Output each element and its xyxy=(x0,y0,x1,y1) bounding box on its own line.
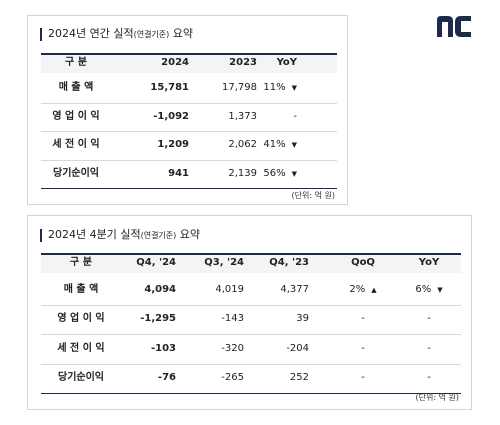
table-cell: 1,373 xyxy=(228,110,257,122)
table-cell: 1,209 xyxy=(157,139,189,151)
row-divider xyxy=(41,334,461,335)
table-cell: 41% ▼ xyxy=(263,138,297,152)
trend-arrow: ▼ xyxy=(291,141,297,150)
table-cell: 17,798 xyxy=(222,82,257,94)
section-title: 2024년 4분기 실적(연결기준) 요약 xyxy=(40,229,200,242)
header-cell: 구 분 xyxy=(70,257,92,268)
table-cell: 56% ▼ xyxy=(263,167,297,181)
table-cell: 4,094 xyxy=(144,283,176,295)
table-cell: - xyxy=(427,312,431,326)
row-label: 당기순이익 xyxy=(58,372,104,384)
table-cell: 941 xyxy=(168,167,189,179)
header-cell: Q3, '24 xyxy=(204,257,244,268)
row-label: 영 업 이 익 xyxy=(52,110,100,122)
title-note: (연결기준) xyxy=(133,30,170,39)
trend-arrow: ▼ xyxy=(291,84,297,93)
table-cell: -143 xyxy=(221,313,244,325)
row-divider xyxy=(41,102,337,104)
cell-text: 41% xyxy=(263,139,286,151)
table-cell: - xyxy=(361,371,365,385)
title-main: 2024년 4분기 실적 xyxy=(48,228,141,241)
table-cell: -320 xyxy=(221,342,244,354)
header-cell: 2024 xyxy=(161,57,189,68)
row-label: 세 전 이 익 xyxy=(57,342,105,354)
header-cell: Q4, '24 xyxy=(136,257,176,268)
row-divider xyxy=(41,131,337,132)
table-cell: - xyxy=(361,312,365,326)
cell-text: - xyxy=(427,342,431,354)
header-cell: 2023 xyxy=(229,57,257,68)
table-cell: -76 xyxy=(157,372,176,384)
cell-text: 56% xyxy=(263,167,286,179)
table-cell: 39 xyxy=(296,313,309,325)
header-cell: Q4, '23 xyxy=(269,257,309,268)
title-main: 2024년 연간 실적 xyxy=(48,27,134,40)
table-cell: 252 xyxy=(289,372,309,384)
header-bg xyxy=(41,53,337,73)
table-cell: 4,377 xyxy=(280,283,309,295)
trend-arrow: ▼ xyxy=(291,169,297,178)
table-cell: 15,781 xyxy=(150,82,189,94)
row-label: 매 출 액 xyxy=(63,283,99,295)
table-cell: 2,139 xyxy=(228,167,257,179)
header-top-line xyxy=(41,253,461,255)
table-cell: -1,092 xyxy=(153,110,189,122)
row-label: 영 업 이 익 xyxy=(57,313,105,325)
unit-note: (단위: 억 원) xyxy=(291,191,335,200)
cell-text: - xyxy=(293,110,297,122)
unit-note: (단위: 억 원) xyxy=(415,393,459,402)
table-cell: -265 xyxy=(221,372,244,384)
table-cell: 4,019 xyxy=(215,283,244,295)
row-label: 매 출 액 xyxy=(58,82,94,94)
table-cell: 6% ▼ xyxy=(415,283,442,297)
row-divider xyxy=(41,363,461,365)
table-cell: 11% ▼ xyxy=(263,81,297,95)
table-cell: -1,295 xyxy=(140,313,176,325)
title-note: (연결기준) xyxy=(140,231,177,240)
cell-text: - xyxy=(427,313,431,325)
trend-arrow: ▼ xyxy=(437,285,443,294)
cell-text: - xyxy=(361,313,365,325)
nc-logo xyxy=(437,16,471,37)
trend-arrow: ▲ xyxy=(371,285,377,294)
cell-text: 2% xyxy=(349,283,366,295)
cell-text: - xyxy=(361,372,365,384)
table-cell: 2% ▲ xyxy=(349,283,376,297)
title-suffix: 요약 xyxy=(169,27,194,40)
table-cell: - xyxy=(427,342,431,356)
cell-text: 11% xyxy=(263,82,286,94)
header-cell: 구 분 xyxy=(65,57,87,68)
header-top-line xyxy=(41,53,337,55)
table-bottom-line xyxy=(41,393,461,394)
table-cell: -204 xyxy=(286,342,309,354)
cell-text: 6% xyxy=(415,283,432,295)
row-label: 당기순이익 xyxy=(53,167,99,179)
table-cell: - xyxy=(361,342,365,356)
row-divider xyxy=(41,159,337,161)
row-divider xyxy=(41,304,461,306)
title-suffix: 요약 xyxy=(176,228,201,241)
header-bg xyxy=(41,253,461,273)
header-cell: YoY xyxy=(276,57,297,68)
table-cell: - xyxy=(293,110,297,124)
cell-text: - xyxy=(427,372,431,384)
header-cell: QoQ xyxy=(351,257,375,268)
table-cell: 2,062 xyxy=(228,139,257,151)
header-cell: YoY xyxy=(418,257,440,268)
section-title: 2024년 연간 실적(연결기준) 요약 xyxy=(40,28,193,41)
cell-text: - xyxy=(361,342,365,354)
table-cell: - xyxy=(427,371,431,385)
table-cell: -103 xyxy=(150,342,176,354)
table-bottom-line xyxy=(41,188,337,189)
row-label: 세 전 이 익 xyxy=(52,139,100,151)
